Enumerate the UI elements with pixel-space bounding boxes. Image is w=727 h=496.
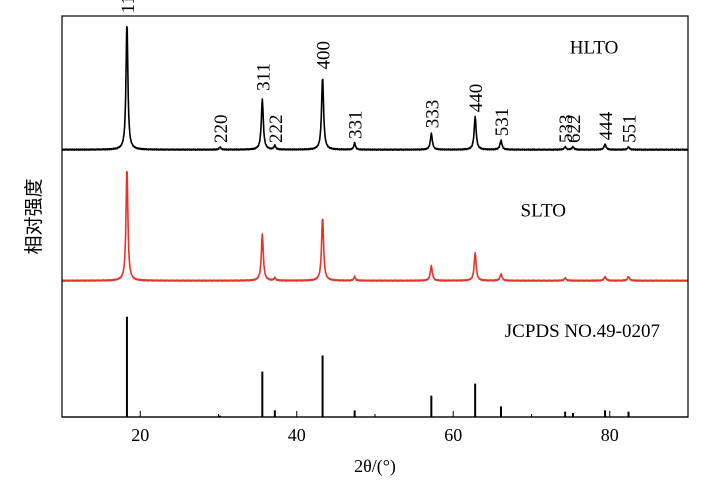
series-line-1 (61, 170, 689, 282)
peak-label-111: 111 (118, 0, 139, 13)
series-1 (61, 170, 689, 282)
peak-label-531: 531 (492, 108, 513, 137)
series-label-2: JCPDS NO.49-0207 (505, 321, 660, 342)
series-label-0: HLTO (570, 37, 619, 58)
peak-label-622: 622 (564, 114, 585, 143)
y-axis-label: 相对强度 (23, 178, 45, 254)
peak-label-533: 533 (556, 114, 577, 143)
x-tick-label-20: 20 (131, 425, 149, 445)
x-axis-label: 2θ/(°) (354, 456, 396, 477)
peak-label-400: 400 (314, 41, 335, 70)
axes-layer (61, 15, 689, 418)
plot-frame (61, 15, 689, 418)
x-tick-label-40: 40 (288, 425, 306, 445)
peak-label-331: 331 (346, 110, 367, 139)
peak-label-444: 444 (596, 111, 617, 140)
text-layer: 20 40 60 80 2θ/(°) 相对强度 111 220 311 222 400 331 333 4… (23, 0, 660, 477)
peak-label-311: 311 (253, 63, 274, 91)
peak-label-222: 222 (266, 114, 287, 143)
series-0 (61, 25, 689, 151)
peak-label-220: 220 (211, 114, 232, 143)
peak-label-551: 551 (620, 114, 641, 143)
series-line-0 (61, 25, 689, 151)
series-label-1: SLTO (521, 201, 566, 222)
peak-label-440: 440 (466, 84, 487, 113)
peak-label-333: 333 (422, 100, 443, 129)
x-tick-label-60: 60 (444, 425, 462, 445)
x-tick-label-80: 80 (601, 425, 619, 445)
series-layer (61, 25, 689, 418)
